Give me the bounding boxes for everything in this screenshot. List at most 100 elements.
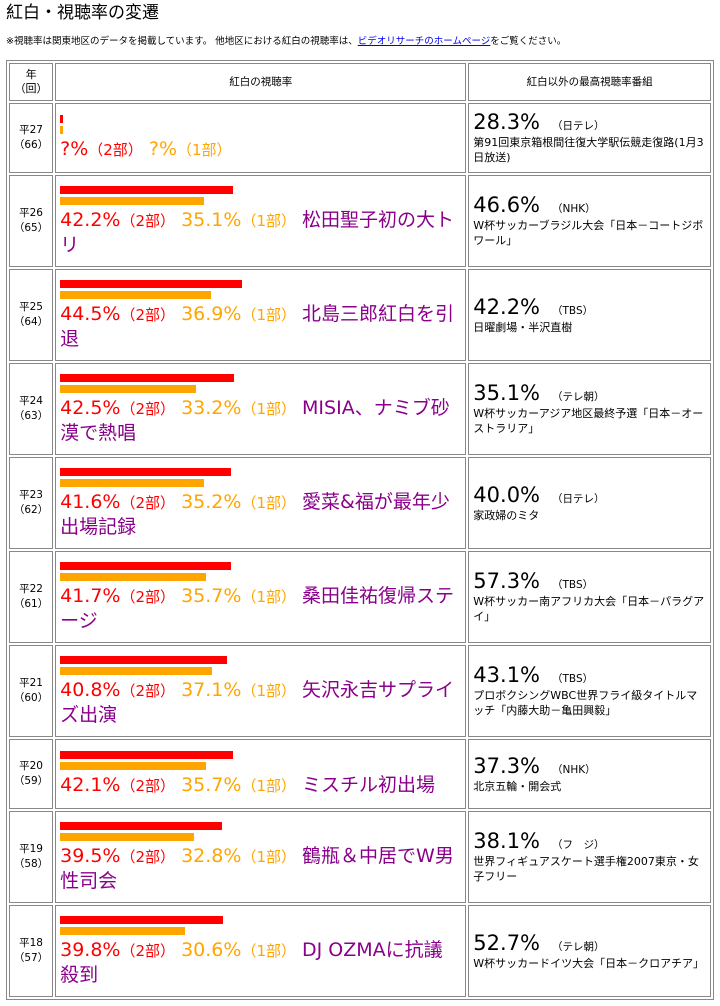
other-show-channel: （日テレ） xyxy=(552,120,605,132)
part1-rating: 35.2% xyxy=(181,490,242,513)
part2-rating-bar xyxy=(60,185,234,194)
part1-label: （1部） xyxy=(241,493,296,512)
kohaku-rating-cell: ?%（2部） ?%（1部） xyxy=(55,103,467,173)
event-note: MISIA、ナミブ砂漠で熱唱 xyxy=(60,396,450,444)
part2-rating-bar xyxy=(60,114,64,123)
header-kohaku-rating: 紅白の視聴率 xyxy=(55,63,467,101)
other-show-rating: 35.1% xyxy=(473,381,541,405)
rating-summary: ?%（2部） ?%（1部） xyxy=(60,137,461,164)
other-show-rating: 46.6% xyxy=(473,193,541,217)
part2-label: （2部） xyxy=(120,587,176,606)
other-show-title: W杯サッカードイツ大会「日本－クロアチア」 xyxy=(473,956,704,970)
other-show-title: プロボクシングWBC世界フライ級タイトルマッチ「内藤大助－亀田興毅」 xyxy=(473,689,698,717)
table-row: 平26 （65） 42.2%（2部） 35.1%（1部） 松田聖子初の大トリ 46.6… xyxy=(9,175,711,267)
part2-rating-bar xyxy=(60,373,235,382)
part1-rating-bar xyxy=(60,384,197,393)
other-show-title: W杯サッカーアジア地区最終予選「日本－オーストラリア」 xyxy=(473,407,704,435)
rating-summary: 40.8%（2部） 37.1%（1部） 矢沢永吉サプライズ出演 xyxy=(60,678,461,729)
kohaku-rating-cell: 44.5%（2部） 36.9%（1部） 北島三郎紅白を引退 xyxy=(55,269,467,361)
part1-rating-bar xyxy=(60,290,212,299)
other-show-cell: 28.3% （日テレ） 第91回東京箱根間往復大学駅伝競走復路(1月3日放送) xyxy=(468,103,711,173)
part2-rating-bar xyxy=(60,750,234,759)
edition-label: （65） xyxy=(13,222,49,234)
other-show-rating: 38.1% xyxy=(473,829,541,853)
part2-rating: 39.5% xyxy=(60,844,121,867)
part2-rating: 42.1% xyxy=(60,773,121,796)
rating-summary: 42.1%（2部） 35.7%（1部） ミスチル初出場 xyxy=(60,773,461,800)
table-row: 平21 （60） 40.8%（2部） 37.1%（1部） 矢沢永吉サプライズ出演 43… xyxy=(9,645,711,737)
header-edition-label: （回） xyxy=(14,82,48,95)
part2-rating-bar xyxy=(60,821,223,830)
part2-rating-bar xyxy=(60,655,228,664)
other-show-channel: （TBS） xyxy=(552,579,594,591)
part2-rating-bar xyxy=(60,561,232,570)
rating-summary: 44.5%（2部） 36.9%（1部） 北島三郎紅白を引退 xyxy=(60,302,461,353)
year-cell: 平21 （60） xyxy=(9,645,54,737)
part1-rating: 35.7% xyxy=(181,584,242,607)
part1-rating-bar xyxy=(60,761,207,770)
part2-rating: 42.5% xyxy=(60,396,121,419)
other-show-cell: 42.2% （TBS） 日曜劇場・半沢直樹 xyxy=(468,269,711,361)
part1-label: （1部） xyxy=(241,941,296,960)
other-show-rating: 43.1% xyxy=(473,663,541,687)
part2-label: （2部） xyxy=(120,305,176,324)
part1-label: （1部） xyxy=(177,140,232,159)
other-show-title: 北京五輪・開会式 xyxy=(473,779,562,793)
year-label: 平27 xyxy=(19,124,43,136)
ratings-table: 年（回） 紅白の視聴率 紅白以外の最高視聴率番組 平27 （66） ?%（2部） ?… xyxy=(6,60,714,1000)
event-note: 桑田佳祐復帰ステージ xyxy=(60,584,455,632)
event-note: 北島三郎紅白を引退 xyxy=(60,302,455,350)
other-show-channel: （NHK） xyxy=(552,203,596,215)
rating-summary: 39.5%（2部） 32.8%（1部） 鶴瓶＆中居でW男性司会 xyxy=(60,844,461,895)
other-show-channel: （TBS） xyxy=(552,304,594,317)
part1-label: （1部） xyxy=(241,399,296,418)
part1-label: （1部） xyxy=(241,211,296,230)
other-show-channel: （テレ朝） xyxy=(552,391,605,403)
year-label: 平23 xyxy=(19,489,43,501)
kohaku-rating-cell: 39.5%（2部） 32.8%（1部） 鶴瓶＆中居でW男性司会 xyxy=(55,811,467,903)
other-show-cell: 52.7% （テレ朝） W杯サッカードイツ大会「日本－クロアチア」 xyxy=(468,905,711,997)
year-cell: 平20 （59） xyxy=(9,739,54,809)
table-row: 平23 （62） 41.6%（2部） 35.2%（1部） 愛菜&福が最年少出場記録 4… xyxy=(9,457,711,549)
edition-label: （64） xyxy=(13,316,49,328)
kohaku-rating-cell: 42.1%（2部） 35.7%（1部） ミスチル初出場 xyxy=(55,739,467,809)
other-show-cell: 57.3% （TBS） W杯サッカー南アフリカ大会「日本－パラグアイ」 xyxy=(468,551,711,643)
other-show-channel: （TBS） xyxy=(552,673,594,685)
table-row: 平19 （58） 39.5%（2部） 32.8%（1部） 鶴瓶＆中居でW男性司会 38… xyxy=(9,811,711,903)
other-show-channel: （NHK） xyxy=(552,763,596,776)
kohaku-rating-cell: 40.8%（2部） 37.1%（1部） 矢沢永吉サプライズ出演 xyxy=(55,645,467,737)
part2-label: （2部） xyxy=(120,399,176,418)
other-show-channel: （日テレ） xyxy=(552,492,605,505)
other-show-rating: 42.2% xyxy=(473,294,541,319)
part2-rating: 44.5% xyxy=(60,302,121,325)
edition-label: （66） xyxy=(13,139,49,151)
header-year: 年（回） xyxy=(9,63,54,101)
part1-rating: 30.6% xyxy=(181,938,242,961)
part2-rating: ?% xyxy=(60,137,89,160)
year-label: 平24 xyxy=(19,395,43,407)
event-note: 愛菜&福が最年少出場記録 xyxy=(60,490,450,538)
year-label: 平20 xyxy=(19,760,43,772)
part2-label: （2部） xyxy=(120,776,176,795)
part1-rating: 33.2% xyxy=(181,396,242,419)
other-show-title: 世界フィギュアスケート選手権2007東京・女子フリー xyxy=(473,855,699,883)
header-other-top-show: 紅白以外の最高視聴率番組 xyxy=(468,63,711,101)
kohaku-rating-cell: 42.5%（2部） 33.2%（1部） MISIA、ナミブ砂漠で熱唱 xyxy=(55,363,467,455)
table-row: 平25 （64） 44.5%（2部） 36.9%（1部） 北島三郎紅白を引退 42.2… xyxy=(9,269,711,361)
table-body: 平27 （66） ?%（2部） ?%（1部） 28.3% （日テレ） 第91回東京箱根間… xyxy=(9,103,711,997)
year-cell: 平27 （66） xyxy=(9,103,54,173)
page-title: 紅白・視聴率の変遷 xyxy=(6,3,159,23)
table-row: 平18 （57） 39.8%（2部） 30.6%（1部） DJ OZMAに抗議殺到 5… xyxy=(9,905,711,997)
part2-rating-bar xyxy=(60,279,243,288)
part1-label: （1部） xyxy=(241,587,296,606)
other-show-cell: 40.0% （日テレ） 家政婦のミタ xyxy=(468,457,711,549)
other-show-channel: （テレ朝） xyxy=(552,940,605,953)
rating-summary: 41.6%（2部） 35.2%（1部） 愛菜&福が最年少出場記録 xyxy=(60,490,461,541)
other-show-title: 第91回東京箱根間往復大学駅伝競走復路(1月3日放送) xyxy=(473,136,704,164)
other-show-title: 日曜劇場・半沢直樹 xyxy=(473,320,573,334)
part2-label: （2部） xyxy=(120,211,176,230)
part2-label: （2部） xyxy=(120,847,176,866)
part1-label: （1部） xyxy=(241,776,296,795)
header-year-label: 年 xyxy=(25,68,37,81)
video-research-link[interactable]: ビデオリサーチのホームページ xyxy=(357,36,491,47)
